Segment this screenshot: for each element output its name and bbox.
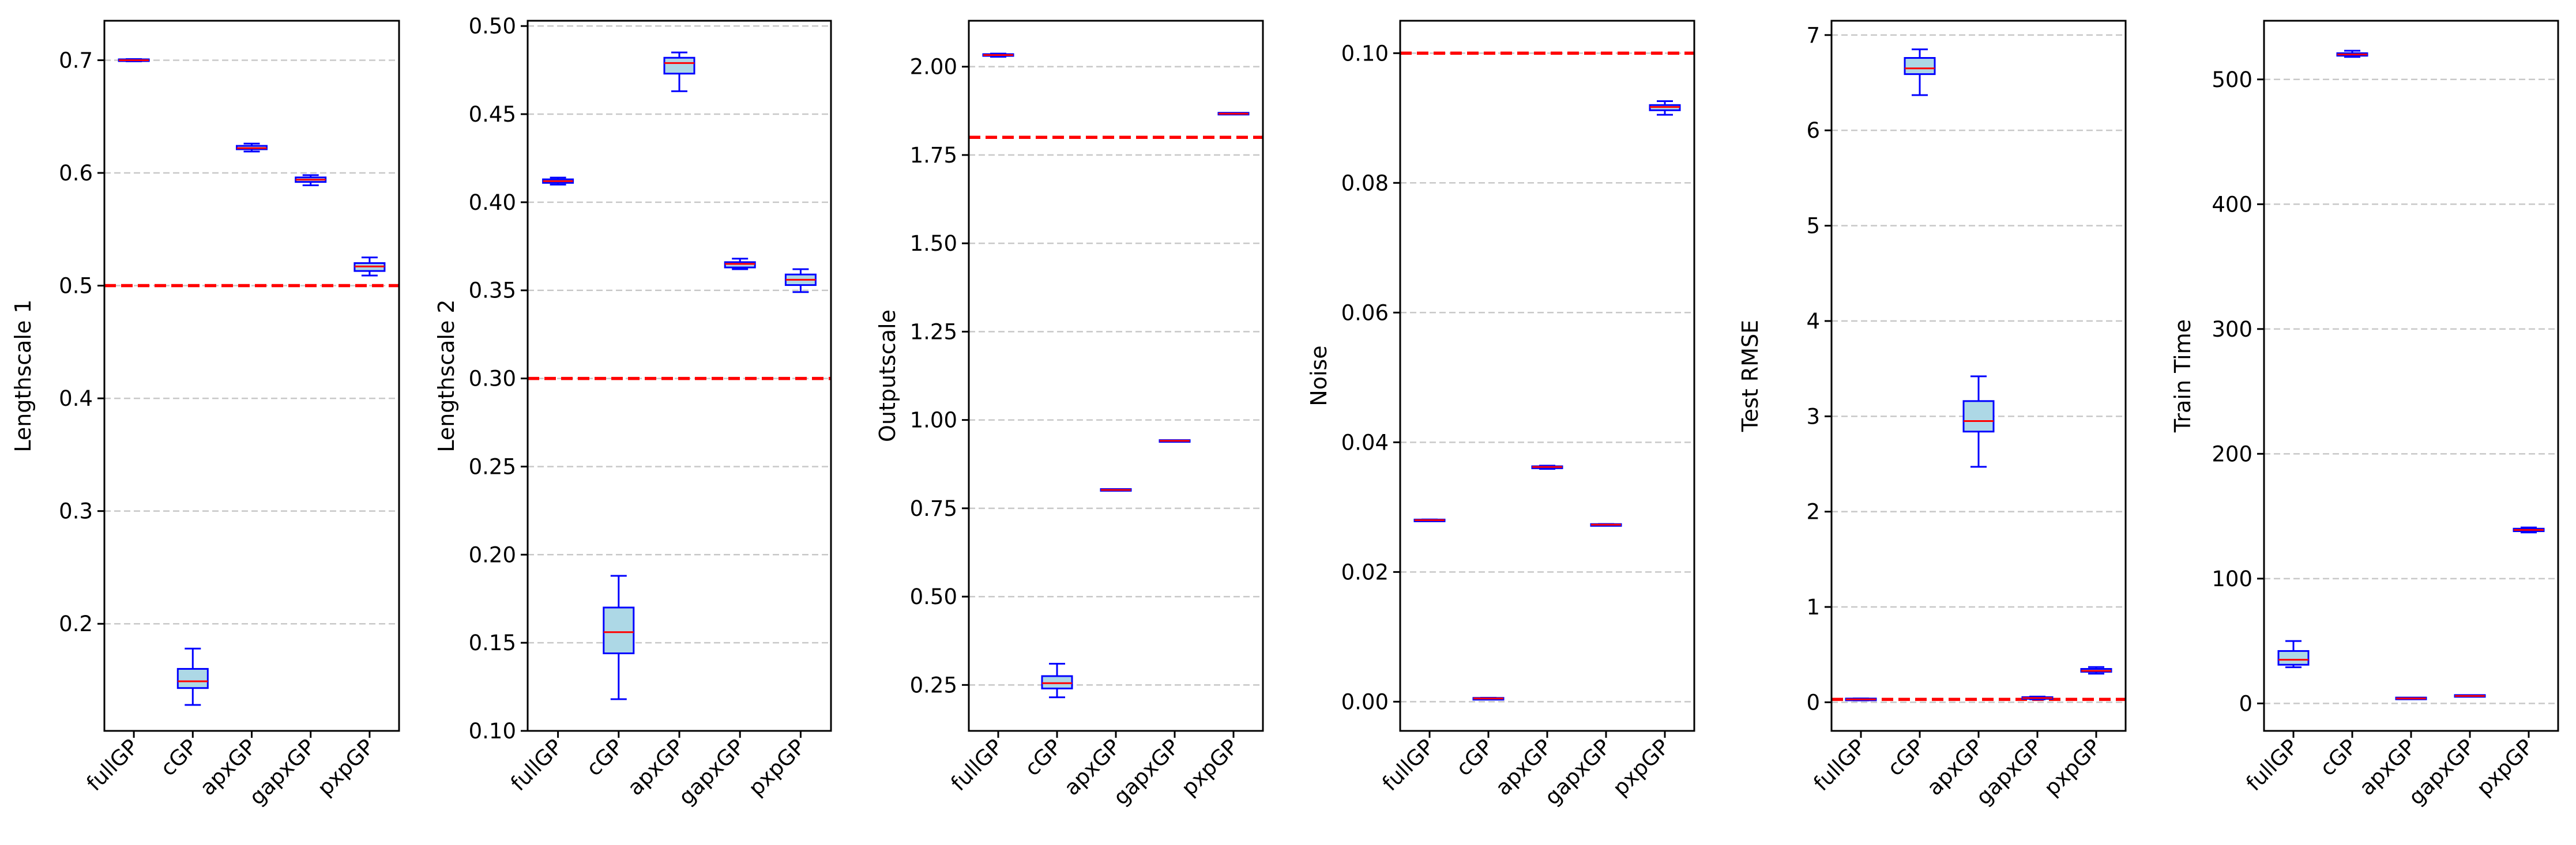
y-tick-label: 400 — [2212, 192, 2252, 217]
box-fullGP — [2277, 640, 2310, 669]
box-fullGP — [542, 176, 574, 186]
box-pxpGP — [1649, 100, 1681, 116]
y-tick-label: 0.30 — [469, 367, 516, 391]
box-cGP — [1041, 663, 1073, 699]
box-apxGP — [236, 142, 268, 153]
y-tick-label: 4 — [1806, 309, 1820, 334]
y-tick-label: 1.00 — [910, 408, 957, 433]
box-fullGP — [982, 52, 1014, 58]
box-apxGP — [2395, 696, 2427, 700]
y-tick-label: 0.02 — [1341, 560, 1389, 584]
y-tick-label: 3 — [1806, 404, 1820, 429]
iqr-box — [603, 606, 635, 654]
y-tick-label: 1.25 — [910, 319, 957, 344]
box-pxpGP — [354, 256, 386, 277]
y-tick-label: 0.5 — [59, 274, 93, 299]
y-tick-label: 7 — [1806, 23, 1820, 48]
y-tick-label: 0.10 — [469, 719, 516, 744]
y-tick-label: 1.50 — [910, 231, 957, 256]
box-cGP — [1472, 697, 1505, 701]
iqr-box — [724, 261, 756, 269]
box-fullGP — [118, 58, 150, 62]
y-tick-label: 0.04 — [1341, 430, 1389, 455]
y-tick-label: 1 — [1806, 595, 1820, 620]
y-tick-label: 0.4 — [59, 386, 93, 411]
y-tick-label: 0.00 — [1341, 689, 1389, 714]
box-apxGP — [663, 51, 695, 92]
y-tick-label: 0.25 — [469, 454, 516, 479]
y-axis-label: Noise — [1306, 345, 1332, 406]
y-tick-label: 0.10 — [1341, 41, 1389, 66]
y-tick-label: 0.2 — [59, 612, 93, 636]
y-tick-label: 0.6 — [59, 161, 93, 186]
iqr-box — [176, 667, 209, 689]
box-gapxGP — [724, 258, 756, 270]
y-tick-label: 0.75 — [910, 496, 957, 521]
y-tick-label: 0.3 — [59, 499, 93, 524]
iqr-box — [1962, 400, 1995, 433]
y-tick-label: 200 — [2212, 442, 2252, 466]
box-pxpGP — [1217, 112, 1250, 116]
box-apxGP — [1531, 465, 1563, 470]
box-cGP — [2336, 50, 2368, 58]
y-tick-label: 0.25 — [910, 673, 957, 697]
box-pxpGP — [784, 268, 817, 293]
y-tick-label: 2.00 — [910, 55, 957, 80]
y-tick-label: 5 — [1806, 214, 1820, 239]
iqr-box — [663, 56, 695, 75]
box-cGP — [1904, 48, 1936, 96]
y-tick-label: 300 — [2212, 317, 2252, 342]
y-tick-label: 6 — [1806, 118, 1820, 143]
y-axis-label: Lengthscale 1 — [10, 299, 36, 452]
box-fullGP — [1845, 697, 1877, 701]
y-tick-label: 0 — [1806, 690, 1820, 715]
y-tick-label: 1.75 — [910, 143, 957, 168]
y-tick-label: 0.35 — [469, 278, 516, 303]
box-gapxGP — [2454, 694, 2486, 698]
y-tick-label: 2 — [1806, 500, 1820, 525]
box-apxGP — [1962, 375, 1995, 468]
y-axis-label: Lengthscale 2 — [434, 299, 459, 452]
y-axis-label: Test RMSE — [1738, 320, 1763, 432]
y-tick-label: 0.06 — [1341, 300, 1389, 325]
box-cGP — [603, 575, 635, 700]
y-axis-label: Outputscale — [875, 310, 900, 442]
box-gapxGP — [2021, 695, 2054, 700]
iqr-box — [2277, 650, 2310, 666]
box-gapxGP — [1159, 439, 1191, 443]
y-tick-label: 0.7 — [59, 48, 93, 73]
y-tick-label: 0.20 — [469, 542, 516, 567]
y-tick-label: 0.40 — [469, 190, 516, 215]
y-tick-label: 100 — [2212, 567, 2252, 591]
box-fullGP — [1413, 518, 1446, 522]
box-apxGP — [1100, 488, 1132, 492]
y-tick-label: 0 — [2239, 691, 2252, 716]
y-tick-label: 0.15 — [469, 631, 516, 655]
box-gapxGP — [1590, 523, 1622, 527]
iqr-box — [1041, 675, 1073, 689]
y-tick-label: 0.50 — [469, 14, 516, 39]
y-tick-label: 0.45 — [469, 102, 516, 127]
box-pxpGP — [2080, 666, 2112, 675]
y-tick-label: 500 — [2212, 67, 2252, 92]
box-pxpGP — [2513, 526, 2545, 534]
y-tick-label: 0.08 — [1341, 171, 1389, 195]
y-axis-label: Train Time — [2170, 319, 2195, 433]
box-cGP — [176, 647, 209, 706]
iqr-box — [1904, 56, 1936, 76]
y-tick-label: 0.50 — [910, 584, 957, 609]
box-gapxGP — [295, 174, 327, 187]
